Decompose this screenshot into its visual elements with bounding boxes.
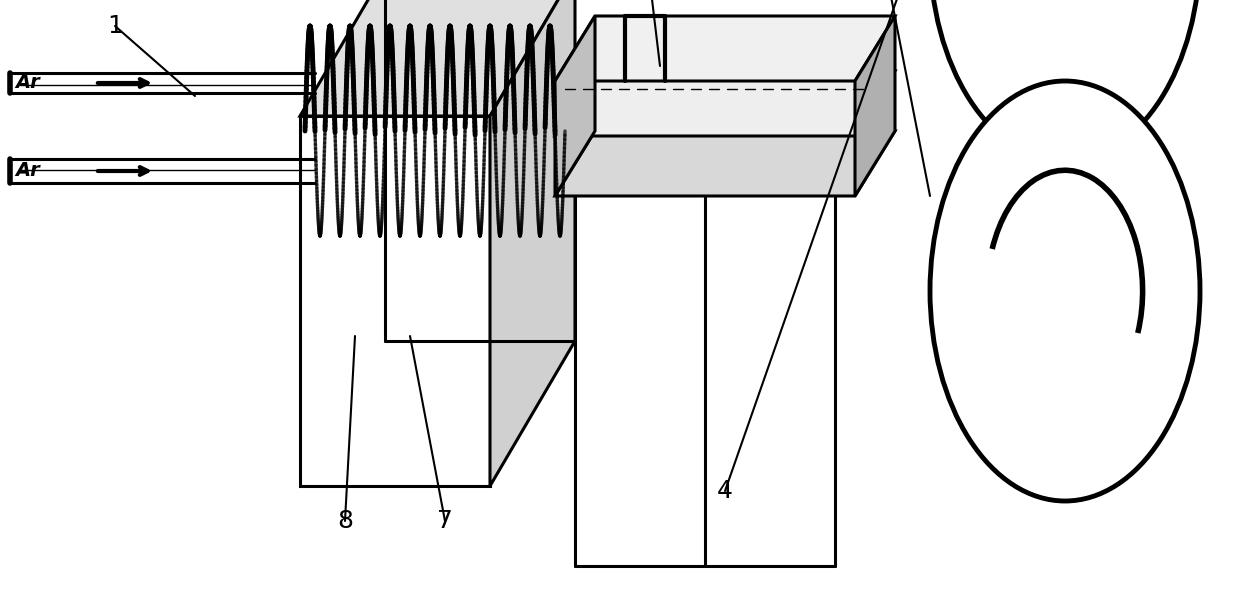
Polygon shape — [556, 71, 895, 136]
Polygon shape — [556, 16, 895, 81]
Text: 7: 7 — [436, 509, 453, 533]
Text: 1: 1 — [107, 14, 123, 38]
Polygon shape — [490, 0, 575, 486]
Text: 8: 8 — [337, 509, 353, 533]
Ellipse shape — [930, 0, 1200, 161]
Polygon shape — [556, 131, 895, 196]
Polygon shape — [300, 116, 490, 486]
Polygon shape — [300, 0, 575, 116]
Ellipse shape — [930, 81, 1200, 501]
Text: Ar: Ar — [15, 162, 40, 181]
Text: 4: 4 — [717, 479, 733, 503]
Polygon shape — [856, 16, 895, 196]
Text: Ar: Ar — [15, 73, 40, 93]
Polygon shape — [556, 16, 595, 196]
